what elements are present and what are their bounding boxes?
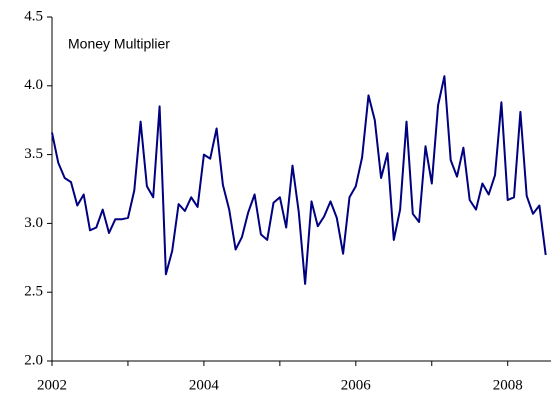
x-tick-label: 2008 <box>493 377 523 393</box>
data-line <box>51 75 547 285</box>
y-tick-label: 2.5 <box>24 284 43 300</box>
y-tick-label: 4.5 <box>24 8 43 24</box>
y-tick-label: 2.0 <box>24 352 43 368</box>
series-label: Money Multiplier <box>68 36 170 52</box>
x-tick-label: 2002 <box>37 377 67 393</box>
y-tick-label: 4.0 <box>24 77 43 93</box>
x-tick-label: 2004 <box>189 377 220 393</box>
x-tick-label: 2006 <box>341 377 372 393</box>
y-tick-label: 3.0 <box>24 215 43 231</box>
y-tick-label: 3.5 <box>24 146 43 162</box>
